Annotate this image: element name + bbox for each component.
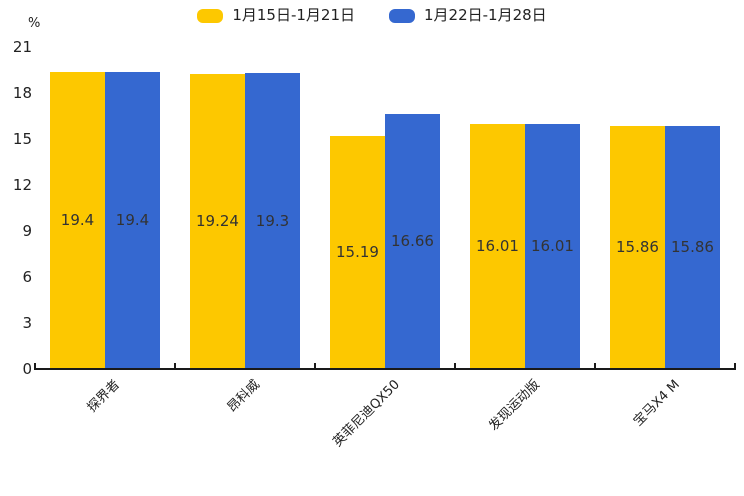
- plot-area: 19.4 19.4 19.24 19.3 15.19 16.66 16.01 16.01 15.…: [35, 47, 735, 369]
- bar-value-label: 19.4: [60, 210, 95, 229]
- legend-swatch-week1: [197, 8, 224, 23]
- bar-group: 16.01 16.01: [455, 47, 595, 369]
- bar-series2: 16.66: [385, 113, 440, 369]
- bar-value-label: 16.01: [531, 236, 574, 255]
- bar-series2: 19.3: [245, 73, 300, 369]
- bar-value-label: 16.01: [476, 236, 519, 255]
- y-tick-label: 15: [12, 130, 32, 148]
- category-label: 英菲尼迪QX50: [330, 377, 403, 450]
- x-axis-tick: [314, 363, 316, 369]
- bar-series2: 15.86: [665, 125, 720, 369]
- y-tick-label: 18: [12, 84, 32, 102]
- legend-label-week2: 1月22日-1月28日: [424, 6, 547, 24]
- bar-value-label: 19.24: [196, 212, 239, 230]
- y-tick-label: 21: [12, 38, 32, 56]
- y-axis-unit-label: %: [28, 16, 41, 31]
- bar-value-label: 15.86: [671, 237, 714, 256]
- category-label: 发现运动版: [486, 377, 543, 434]
- bar-series1: 15.86: [610, 125, 665, 369]
- bar-value-label: 15.86: [616, 237, 659, 256]
- bar-series1: 19.4: [50, 71, 105, 369]
- legend-label-week1: 1月15日-1月21日: [232, 6, 355, 24]
- legend: 1月15日-1月21日 1月22日-1月28日: [0, 8, 744, 23]
- x-axis-tick: [594, 363, 596, 369]
- bar-value-label: 19.3: [255, 211, 290, 230]
- category-label: 宝马X4 M: [630, 377, 683, 430]
- bar-group: 19.4 19.4: [35, 47, 175, 369]
- y-tick-label: 6: [22, 268, 32, 286]
- legend-item-week1[interactable]: 1月15日-1月21日: [197, 8, 355, 23]
- bar-series1: 16.01: [470, 123, 525, 369]
- y-tick-label: 9: [22, 222, 32, 240]
- category-label: 探界者: [84, 377, 123, 416]
- bar-series2: 16.01: [525, 123, 580, 369]
- bar-group: 19.24 19.3: [175, 47, 315, 369]
- category-label: 昂科威: [224, 377, 263, 416]
- bar-group: 15.86 15.86: [595, 47, 735, 369]
- x-axis-tick: [454, 363, 456, 369]
- x-axis-tick: [734, 363, 736, 369]
- x-axis-tick: [174, 363, 176, 369]
- y-tick-label: 12: [12, 176, 32, 194]
- bar-value-label: 16.66: [391, 231, 434, 250]
- y-tick-label: 0: [22, 360, 32, 378]
- bar-series1: 19.24: [190, 74, 245, 369]
- x-axis-line: [34, 368, 736, 370]
- bar-series2: 19.4: [105, 71, 160, 369]
- bar-value-label: 15.19: [336, 243, 379, 262]
- legend-swatch-week2: [389, 8, 415, 23]
- x-axis-tick: [34, 363, 36, 369]
- y-tick-label: 3: [22, 314, 32, 332]
- bar-value-label: 19.4: [115, 210, 150, 229]
- legend-item-week2[interactable]: 1月22日-1月28日: [389, 8, 547, 23]
- bar-group: 15.19 16.66: [315, 47, 455, 369]
- bar-series1: 15.19: [330, 136, 385, 369]
